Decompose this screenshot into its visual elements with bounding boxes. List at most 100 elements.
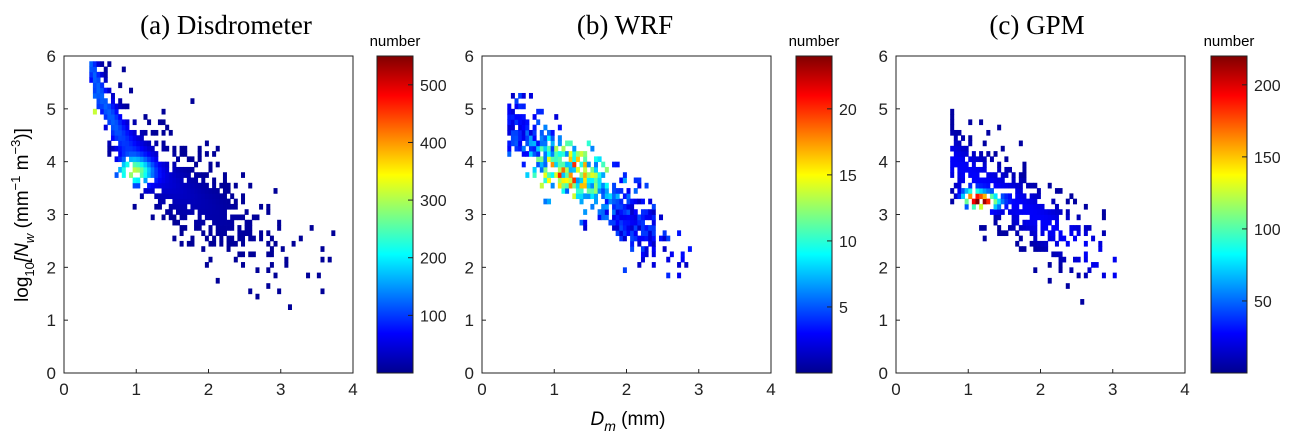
heatmap-cell: [547, 151, 552, 157]
heatmap-cell: [118, 129, 123, 136]
heatmap-cell: [204, 151, 209, 157]
heatmap-cell: [1029, 198, 1034, 205]
heatmap-cell: [215, 198, 220, 205]
heatmap-cell: [543, 161, 548, 168]
heatmap-cell: [1018, 198, 1023, 205]
heatmap-cell: [186, 156, 191, 163]
heatmap-cell: [637, 240, 642, 247]
heatmap-cell: [1058, 262, 1063, 268]
heatmap-cell: [557, 161, 562, 168]
heatmap-cell: [568, 151, 573, 157]
heatmap-cell: [147, 140, 152, 147]
heatmap-cell: [1007, 209, 1012, 215]
heatmap-cell: [306, 272, 311, 279]
y-axis: 0 1 2 3 4 5 6: [879, 47, 900, 383]
heatmap-cell: [997, 166, 1002, 173]
heatmap-cell: [161, 198, 166, 205]
heatmap-cell: [612, 209, 617, 215]
heatmap-cell: [543, 172, 548, 178]
heatmap-cell: [110, 135, 115, 141]
heatmap-cell: [964, 166, 969, 173]
heatmap-cell: [266, 283, 271, 289]
heatmap-cell: [961, 177, 966, 184]
heatmap-cell: [208, 209, 213, 215]
heatmap-cell: [633, 188, 638, 194]
heatmap-cell: [248, 230, 253, 237]
heatmap-cell: [993, 193, 998, 200]
heatmap-cell: [550, 140, 555, 147]
heatmap-cell: [586, 193, 591, 200]
heatmap-cell: [266, 251, 271, 258]
heatmap-cell: [1040, 214, 1045, 221]
heatmap-cell: [561, 145, 566, 152]
heatmap-cell: [269, 262, 274, 268]
heatmap-cell: [204, 209, 209, 215]
heatmap-cell: [1011, 225, 1016, 231]
heatmap-cell: [1007, 182, 1012, 189]
heatmap-cell: [1065, 198, 1070, 205]
heatmap-cell: [168, 129, 173, 136]
heatmap-cell: [543, 156, 548, 163]
heatmap-cell: [226, 225, 231, 231]
heatmap-cell: [583, 193, 588, 200]
heatmap-cell: [244, 209, 249, 215]
heatmap-cell: [150, 129, 155, 136]
x-tick-label: 3: [694, 380, 703, 399]
heatmap-cell: [219, 219, 224, 226]
heatmap-cell: [1101, 230, 1106, 237]
heatmap-cell: [100, 61, 105, 67]
heatmap-cell: [982, 140, 987, 147]
heatmap-cell: [622, 172, 627, 178]
heatmap-cell: [565, 151, 570, 157]
heatmap-cell: [114, 156, 119, 163]
heatmap-cell: [118, 151, 123, 157]
heatmap-cell: [132, 140, 137, 147]
heatmap-cell: [139, 151, 144, 157]
heatmap-cell: [1040, 230, 1045, 237]
heatmap-cell: [1065, 283, 1070, 289]
heatmap-cell: [136, 156, 141, 163]
heatmap-cell: [136, 151, 141, 157]
heatmap-cell: [248, 225, 253, 231]
heatmap-cell: [212, 214, 217, 221]
heatmap-cell: [208, 161, 213, 168]
heatmap-cell: [997, 177, 1002, 184]
heatmap-cell: [136, 166, 141, 173]
heatmap-cell: [241, 251, 246, 258]
heatmap-cell: [590, 145, 595, 152]
heatmap-cell: [1054, 240, 1059, 247]
heatmap-cell: [997, 225, 1002, 231]
heatmap-cell: [961, 193, 966, 200]
heatmap-cell: [320, 256, 325, 263]
heatmap-cell: [521, 119, 526, 126]
heatmap-cell: [121, 129, 126, 136]
heatmap-cell: [547, 129, 552, 136]
heatmap-cell: [96, 87, 101, 94]
heatmap-cell: [651, 262, 656, 268]
heatmap-cell: [114, 135, 119, 141]
heatmap-cell: [612, 161, 617, 168]
heatmap-cell: [194, 198, 199, 205]
heatmap-cell: [579, 188, 584, 194]
colorbar-tick-label: 15: [839, 168, 857, 185]
heatmap-cell: [1018, 177, 1023, 184]
heatmap-cell: [273, 272, 278, 279]
heatmap-cell: [561, 172, 566, 178]
heatmap-cells: [507, 92, 692, 279]
heatmap-cell: [989, 177, 994, 184]
heatmap-cell: [118, 119, 123, 126]
heatmap-cell: [121, 145, 126, 152]
heatmap-cell: [233, 214, 238, 221]
heatmap-cell: [248, 288, 253, 295]
heatmap-cell: [1029, 240, 1034, 247]
heatmap-cell: [241, 193, 246, 200]
heatmap-cell: [1083, 240, 1088, 247]
heatmap-cell: [648, 198, 653, 205]
heatmap-cell: [201, 203, 206, 210]
heatmap-cell: [161, 108, 166, 115]
heatmap-cell: [593, 198, 598, 205]
y-tick-label: 5: [465, 100, 474, 119]
heatmap-cell: [1065, 209, 1070, 215]
heatmap-cell: [114, 103, 119, 110]
heatmap-cell: [114, 119, 119, 126]
